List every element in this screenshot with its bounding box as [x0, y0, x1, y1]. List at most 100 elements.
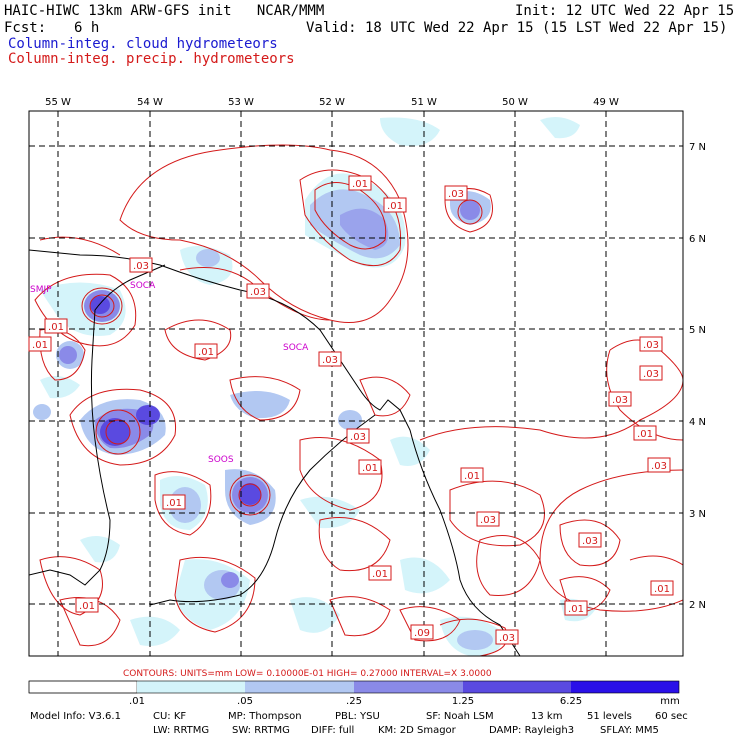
contour-label: .03: [578, 532, 602, 548]
svg-text:.01: .01: [654, 584, 670, 595]
latitude-tick-labels: 7 N 6 N 5 N 4 N 3 N 2 N: [689, 142, 706, 611]
svg-text:.03: .03: [582, 536, 598, 547]
svg-text:.03: .03: [643, 369, 659, 380]
svg-text:.01: .01: [79, 601, 95, 612]
contour-label: .01: [368, 565, 392, 581]
legend-precip-hydrometeors: Column-integ. precip. hydrometeors: [8, 51, 295, 67]
contour-label: .01: [358, 459, 382, 475]
lat-tick-6n: 6 N: [689, 234, 706, 245]
footer-sf: SF: Noah LSM: [426, 711, 494, 722]
colorbar-tick-0: .01: [129, 696, 145, 707]
contour-label: .03: [246, 283, 270, 299]
colorbar-tick-2: .25: [346, 696, 362, 707]
contour-label: .01: [633, 425, 657, 441]
lat-tick-7n: 7 N: [689, 142, 706, 153]
contour-label: .01: [44, 318, 68, 334]
lat-tick-2n: 2 N: [689, 600, 706, 611]
contour-label: .03: [129, 257, 153, 273]
footer-lw: LW: RRTMG: [153, 725, 210, 736]
lat-tick-5n: 5 N: [689, 325, 706, 336]
svg-text:.03: .03: [499, 633, 515, 644]
footer-cu: CU: KF: [153, 711, 187, 722]
svg-text:.01: .01: [198, 347, 214, 358]
contour-label: .01: [650, 580, 674, 596]
footer-sw: SW: RRTMG: [232, 725, 290, 736]
station-soos: SOOS: [208, 455, 234, 465]
svg-text:.01: .01: [464, 471, 480, 482]
svg-text:.03: .03: [448, 189, 464, 200]
lon-tick-53w: 53 W: [228, 97, 254, 108]
svg-text:.01: .01: [352, 179, 368, 190]
lat-tick-4n: 4 N: [689, 417, 706, 428]
lon-tick-50w: 50 W: [502, 97, 528, 108]
colorbar-tick-1: .05: [237, 696, 253, 707]
colorbar-tick-4: 6.25: [560, 696, 582, 707]
svg-text:.03: .03: [643, 340, 659, 351]
contour-label: .01: [460, 467, 484, 483]
lon-tick-55w: 55 W: [45, 97, 71, 108]
svg-text:.03: .03: [350, 432, 366, 443]
contour-label: .01: [162, 494, 186, 510]
coastlines-borders: [29, 249, 521, 656]
model-title: HAIC-HIWC 13km ARW-GFS init NCAR/MMM: [4, 3, 325, 19]
forecast-label: Fcst:: [4, 20, 47, 36]
lon-tick-49w: 49 W: [593, 97, 619, 108]
svg-text:.01: .01: [387, 201, 403, 212]
station-smjp: SMJP: [30, 285, 52, 295]
svg-text:.03: .03: [612, 395, 628, 406]
svg-text:.03: .03: [250, 287, 266, 298]
svg-text:.01: .01: [48, 322, 64, 333]
contour-label: .01: [28, 336, 52, 352]
colorbar: .01 .05 .25 1.25 6.25 mm: [28, 680, 680, 707]
forecast-hours: 6 h: [74, 20, 100, 36]
contour-label: .01: [194, 343, 218, 359]
contour-label: .09: [410, 624, 434, 640]
footer-damp: DAMP: Rayleigh3: [489, 725, 575, 736]
footer-model-version: Model Info: V3.6.1: [30, 711, 121, 722]
contour-label: .03: [495, 629, 519, 645]
contour-label: .03: [639, 336, 663, 352]
footer-diff: DIFF: full: [311, 725, 355, 736]
footer-levels: 51 levels: [587, 711, 632, 722]
svg-text:.03: .03: [322, 355, 338, 366]
contour-label: .01: [75, 597, 99, 613]
footer-mp: MP: Thompson: [228, 711, 302, 722]
svg-text:.01: .01: [362, 463, 378, 474]
svg-text:.01: .01: [32, 340, 48, 351]
station-soca-1: SOCA: [130, 281, 156, 291]
svg-text:.01: .01: [372, 569, 388, 580]
svg-text:.03: .03: [480, 515, 496, 526]
footer-pbl: PBL: YSU: [335, 711, 380, 722]
contour-label: .03: [647, 457, 671, 473]
lon-tick-52w: 52 W: [319, 97, 345, 108]
colorbar-unit: mm: [660, 696, 679, 707]
contour-label: .03: [639, 365, 663, 381]
contour-info: CONTOURS: UNITS=mm LOW= 0.10000E-01 HIGH…: [123, 669, 492, 679]
contour-labels: .01.03.03.01.01.03.01.03.01.01.03.03.01.…: [28, 175, 674, 645]
lat-tick-3n: 3 N: [689, 509, 706, 520]
station-labels: SMJP SOCA SOCA SOOS: [30, 281, 309, 465]
contour-label: .03: [346, 428, 370, 444]
valid-time: Valid: 18 UTC Wed 22 Apr 15 (15 LST Wed …: [306, 20, 728, 36]
legend-cloud-hydrometeors: Column-integ. cloud hydrometeors: [8, 36, 278, 52]
lon-tick-51w: 51 W: [411, 97, 437, 108]
contour-label: .03: [608, 391, 632, 407]
station-soca-2: SOCA: [283, 343, 309, 353]
svg-text:.09: .09: [414, 628, 430, 639]
svg-text:.01: .01: [568, 604, 584, 615]
contour-label: .03: [476, 511, 500, 527]
cloud-shading: [33, 116, 595, 656]
contour-label: .03: [318, 351, 342, 367]
colorbar-tick-3: 1.25: [452, 696, 474, 707]
svg-text:.03: .03: [133, 261, 149, 272]
map-frame: [28, 110, 684, 657]
precip-contours: [34, 144, 683, 656]
lon-tick-54w: 54 W: [137, 97, 163, 108]
svg-text:.01: .01: [637, 429, 653, 440]
longitude-tick-labels: 55 W 54 W 53 W 52 W 51 W 50 W 49 W: [45, 97, 619, 108]
footer-timestep: 60 sec: [655, 711, 688, 722]
svg-text:.03: .03: [651, 461, 667, 472]
contour-label: .01: [564, 600, 588, 616]
